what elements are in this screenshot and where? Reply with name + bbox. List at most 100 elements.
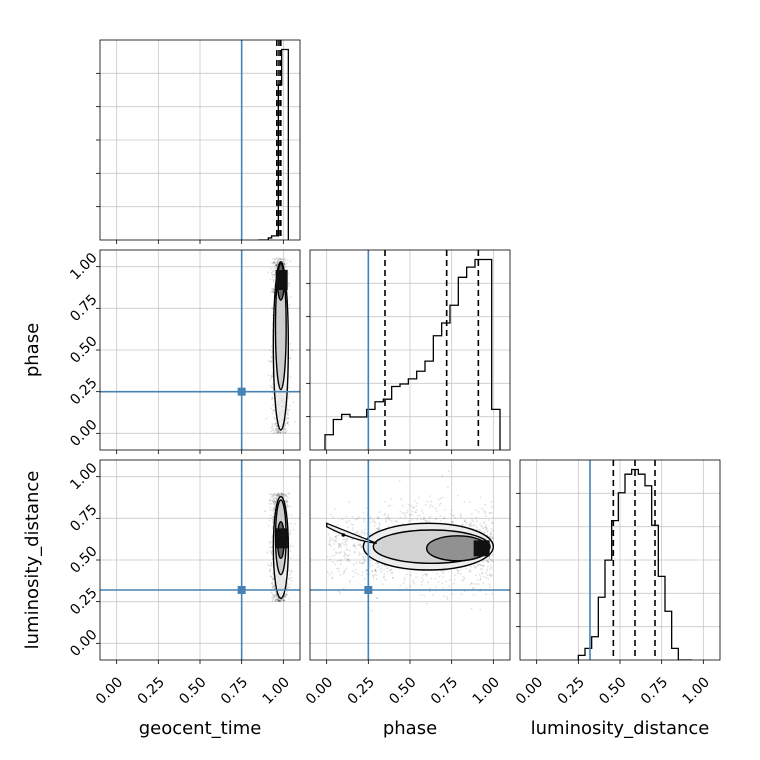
joint-phase-vs-luminosity-distance-point [421, 509, 423, 512]
joint-phase-vs-luminosity-distance-point [399, 516, 402, 519]
joint-geocent-time-vs-phase-point [283, 262, 286, 265]
joint-geocent-time-vs-luminosity-distance-point [277, 597, 280, 600]
joint-geocent-time-vs-phase-point [275, 264, 278, 267]
joint-phase-vs-luminosity-distance-point [328, 543, 331, 546]
joint-phase-vs-luminosity-distance-point [348, 581, 351, 584]
joint-phase-vs-luminosity-distance-point [489, 559, 492, 561]
joint-phase-vs-luminosity-distance-point [457, 571, 460, 574]
joint-phase-vs-luminosity-distance-point [450, 521, 453, 524]
joint-phase-vs-luminosity-distance-point [479, 564, 482, 567]
joint-geocent-time-vs-phase-point [288, 284, 291, 287]
joint-phase-vs-luminosity-distance-point [478, 528, 481, 531]
joint-phase-vs-luminosity-distance-point [441, 570, 444, 573]
joint-phase-vs-luminosity-distance-point [357, 543, 360, 546]
joint-phase-vs-luminosity-distance-point [488, 557, 491, 560]
joint-phase-vs-luminosity-distance-point [464, 524, 467, 527]
joint-phase-vs-luminosity-distance-point [408, 503, 411, 506]
joint-phase-vs-luminosity-distance-point [381, 564, 384, 566]
joint-phase-vs-luminosity-distance-point [405, 587, 408, 590]
joint-phase-vs-luminosity-distance-point [345, 520, 347, 523]
joint-geocent-time-vs-phase-point [269, 278, 272, 281]
joint-geocent-time-vs-luminosity-distance-point [287, 505, 290, 508]
joint-geocent-time-vs-luminosity-distance-point [285, 592, 287, 595]
joint-phase-vs-luminosity-distance-point [480, 578, 482, 581]
joint-phase-vs-luminosity-distance-point [487, 561, 490, 564]
joint-phase-vs-luminosity-distance-point [369, 562, 372, 565]
joint-phase-vs-luminosity-distance-point [437, 498, 440, 501]
joint-geocent-time-vs-luminosity-distance-point [290, 557, 292, 560]
joint-geocent-time-vs-luminosity-distance-point [282, 598, 285, 601]
joint-geocent-time-vs-luminosity-distance-point [278, 599, 280, 602]
joint-phase-vs-luminosity-distance-point [377, 526, 380, 529]
joint-geocent-time-vs-luminosity-distance-point [286, 584, 289, 587]
joint-geocent-time-vs-luminosity-distance-point [274, 501, 277, 504]
joint-geocent-time-vs-phase-point [276, 262, 279, 265]
joint-geocent-time-vs-luminosity-distance-point [276, 496, 279, 499]
joint-phase-vs-luminosity-distance-point [442, 517, 445, 520]
joint-phase-vs-luminosity-distance-point [374, 569, 377, 572]
joint-phase-vs-luminosity-distance-point [478, 573, 481, 576]
joint-geocent-time-vs-luminosity-distance-point [283, 600, 286, 603]
joint-phase-vs-luminosity-distance-point [360, 534, 362, 537]
joint-geocent-time-vs-phase-truth-marker [237, 387, 246, 396]
joint-phase-vs-luminosity-distance-point [436, 572, 439, 575]
joint-phase-vs-luminosity-distance-point [429, 495, 431, 498]
joint-phase-vs-luminosity-distance-point [486, 574, 489, 576]
joint-phase-vs-luminosity-distance-point [460, 516, 463, 519]
joint-geocent-time-vs-phase-point [275, 425, 278, 428]
joint-phase-vs-luminosity-distance-point [445, 580, 448, 583]
joint-geocent-time-vs-luminosity-distance-point [289, 545, 291, 548]
joint-geocent-time-vs-phase-density-peak [275, 270, 288, 290]
joint-geocent-time-vs-phase-point [287, 423, 290, 426]
joint-phase-vs-luminosity-distance-point [402, 582, 405, 585]
hist-phase-content [324, 250, 501, 450]
joint-geocent-time-vs-luminosity-distance-point [271, 494, 274, 497]
joint-geocent-time-vs-luminosity-distance-point [292, 528, 295, 531]
joint-phase-vs-luminosity-distance-point [421, 574, 424, 577]
joint-geocent-time-vs-phase-point [286, 430, 288, 433]
joint-geocent-time-vs-phase-point [286, 413, 289, 416]
joint-geocent-time-vs-luminosity-distance-point [274, 593, 277, 596]
joint-geocent-time-vs-phase-point [284, 429, 286, 432]
joint-phase-vs-luminosity-distance-point [469, 569, 471, 571]
joint-geocent-time-vs-luminosity-distance-point [285, 505, 288, 508]
joint-geocent-time-vs-phase-point [275, 265, 278, 267]
joint-geocent-time-vs-luminosity-distance-point [281, 493, 284, 496]
joint-phase-vs-luminosity-distance-point [457, 569, 460, 572]
joint-geocent-time-vs-luminosity-distance-point [278, 600, 281, 602]
joint-geocent-time-vs-luminosity-distance-point [271, 582, 273, 585]
joint-geocent-time-vs-phase-point [276, 261, 279, 263]
joint-geocent-time-vs-luminosity-distance-point [280, 492, 283, 495]
joint-phase-vs-luminosity-distance-point [358, 561, 361, 564]
joint-geocent-time-vs-luminosity-distance-frame [99, 459, 301, 661]
joint-phase-vs-luminosity-distance-point [361, 574, 363, 577]
joint-phase-vs-luminosity-distance-point [471, 513, 473, 515]
joint-phase-vs-luminosity-distance-point [457, 494, 459, 497]
joint-geocent-time-vs-phase-point [291, 349, 293, 352]
joint-geocent-time-vs-luminosity-distance-point [271, 576, 273, 579]
joint-phase-vs-luminosity-distance-point [490, 558, 493, 561]
joint-phase-vs-luminosity-distance-point [483, 531, 486, 534]
joint-phase-vs-luminosity-distance-point [479, 522, 482, 525]
joint-phase-vs-luminosity-distance-point [359, 544, 362, 547]
joint-phase-vs-luminosity-distance-point [439, 515, 442, 518]
joint-phase-vs-luminosity-distance-point [361, 562, 364, 565]
joint-phase-vs-luminosity-distance-point [391, 576, 394, 579]
joint-geocent-time-vs-phase-point [271, 375, 274, 378]
joint-geocent-time-vs-phase-point [271, 397, 274, 400]
joint-phase-vs-luminosity-distance-point [355, 562, 358, 564]
joint-geocent-time-vs-luminosity-distance-point [271, 495, 274, 498]
joint-geocent-time-vs-phase-point [272, 261, 275, 264]
joint-phase-vs-luminosity-distance-point [423, 516, 426, 519]
joint-geocent-time-vs-phase-point [270, 430, 272, 433]
joint-geocent-time-vs-luminosity-distance-point [269, 568, 272, 571]
joint-phase-vs-luminosity-distance-point [453, 578, 456, 581]
joint-phase-vs-luminosity-distance-point [481, 572, 484, 574]
joint-geocent-time-vs-phase-point [277, 258, 280, 261]
joint-phase-vs-luminosity-distance-point [399, 584, 402, 587]
joint-geocent-time-vs-luminosity-distance-point [277, 600, 280, 602]
joint-geocent-time-vs-luminosity-distance-density-peak [275, 528, 288, 549]
joint-phase-vs-luminosity-distance-point [486, 568, 489, 571]
joint-geocent-time-vs-luminosity-distance-point [271, 599, 274, 602]
joint-geocent-time-vs-phase-point [273, 261, 275, 264]
